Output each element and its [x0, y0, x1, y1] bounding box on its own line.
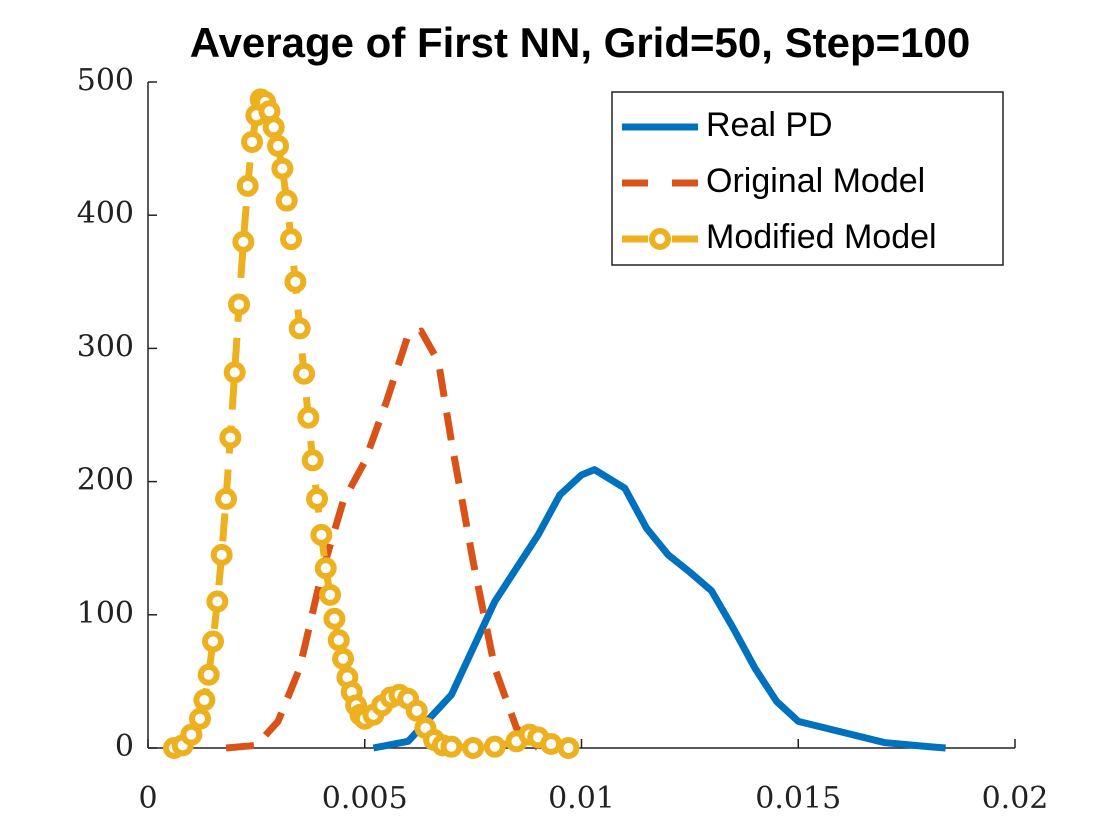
series-marker [189, 707, 212, 730]
plot-area [163, 88, 946, 759]
series-marker [540, 733, 563, 756]
x-tick-label: 0.015 [755, 781, 841, 816]
series-marker [271, 157, 294, 180]
series-marker [284, 270, 307, 293]
series-marker [280, 228, 303, 251]
series-marker [293, 362, 316, 385]
series-marker [462, 737, 485, 759]
series-marker [310, 523, 333, 546]
series-marker [332, 647, 355, 670]
legend-entries: Real PD Original Model Modified Model [622, 106, 937, 256]
series-marker [314, 557, 337, 580]
series-marker [241, 130, 264, 153]
series-line [172, 95, 570, 752]
series-marker [306, 487, 329, 510]
series-marker [288, 317, 311, 340]
y-tick-label: 0 [115, 729, 134, 764]
series-marker [323, 607, 346, 630]
series-marker [180, 723, 203, 746]
series-marker [319, 583, 342, 606]
series-marker [262, 116, 285, 139]
y-tick-label: 500 [77, 63, 134, 98]
series-marker [297, 406, 320, 429]
series-marker [219, 426, 242, 449]
chart-title: Average of First NN, Grid=50, Step=100 [190, 19, 970, 66]
series-marker [267, 134, 290, 157]
series-line [372, 466, 946, 752]
series-marker [202, 630, 225, 653]
series-marker [210, 543, 233, 566]
x-tick-label: 0.005 [322, 781, 408, 816]
series-marker [193, 689, 216, 712]
series-marker [223, 361, 246, 384]
y-tick-label: 100 [77, 596, 134, 631]
series-marker [405, 699, 428, 722]
series-marker [197, 663, 220, 686]
series-marker [206, 590, 229, 613]
legend-marker [649, 228, 671, 250]
series-marker [301, 449, 324, 472]
x-tick-label: 0.01 [548, 781, 615, 816]
series-marker [483, 735, 506, 758]
series-marker [557, 737, 580, 759]
y-tick-label: 300 [77, 329, 134, 364]
series-marker [236, 174, 259, 197]
legend-label: Real PD [706, 106, 833, 144]
series-marker [327, 629, 350, 652]
x-tick-label: 0 [138, 781, 157, 816]
series-marker [215, 487, 238, 510]
series-marker [275, 189, 298, 212]
y-tick-label: 200 [77, 463, 134, 498]
series-marker [232, 230, 255, 253]
series-marker [440, 735, 463, 758]
x-tick-label: 0.02 [982, 781, 1049, 816]
series-line [225, 327, 541, 752]
y-tick-label: 400 [77, 196, 134, 231]
series-marker [228, 293, 251, 316]
legend-label: Modified Model [706, 218, 937, 256]
legend-label: Original Model [706, 162, 925, 200]
